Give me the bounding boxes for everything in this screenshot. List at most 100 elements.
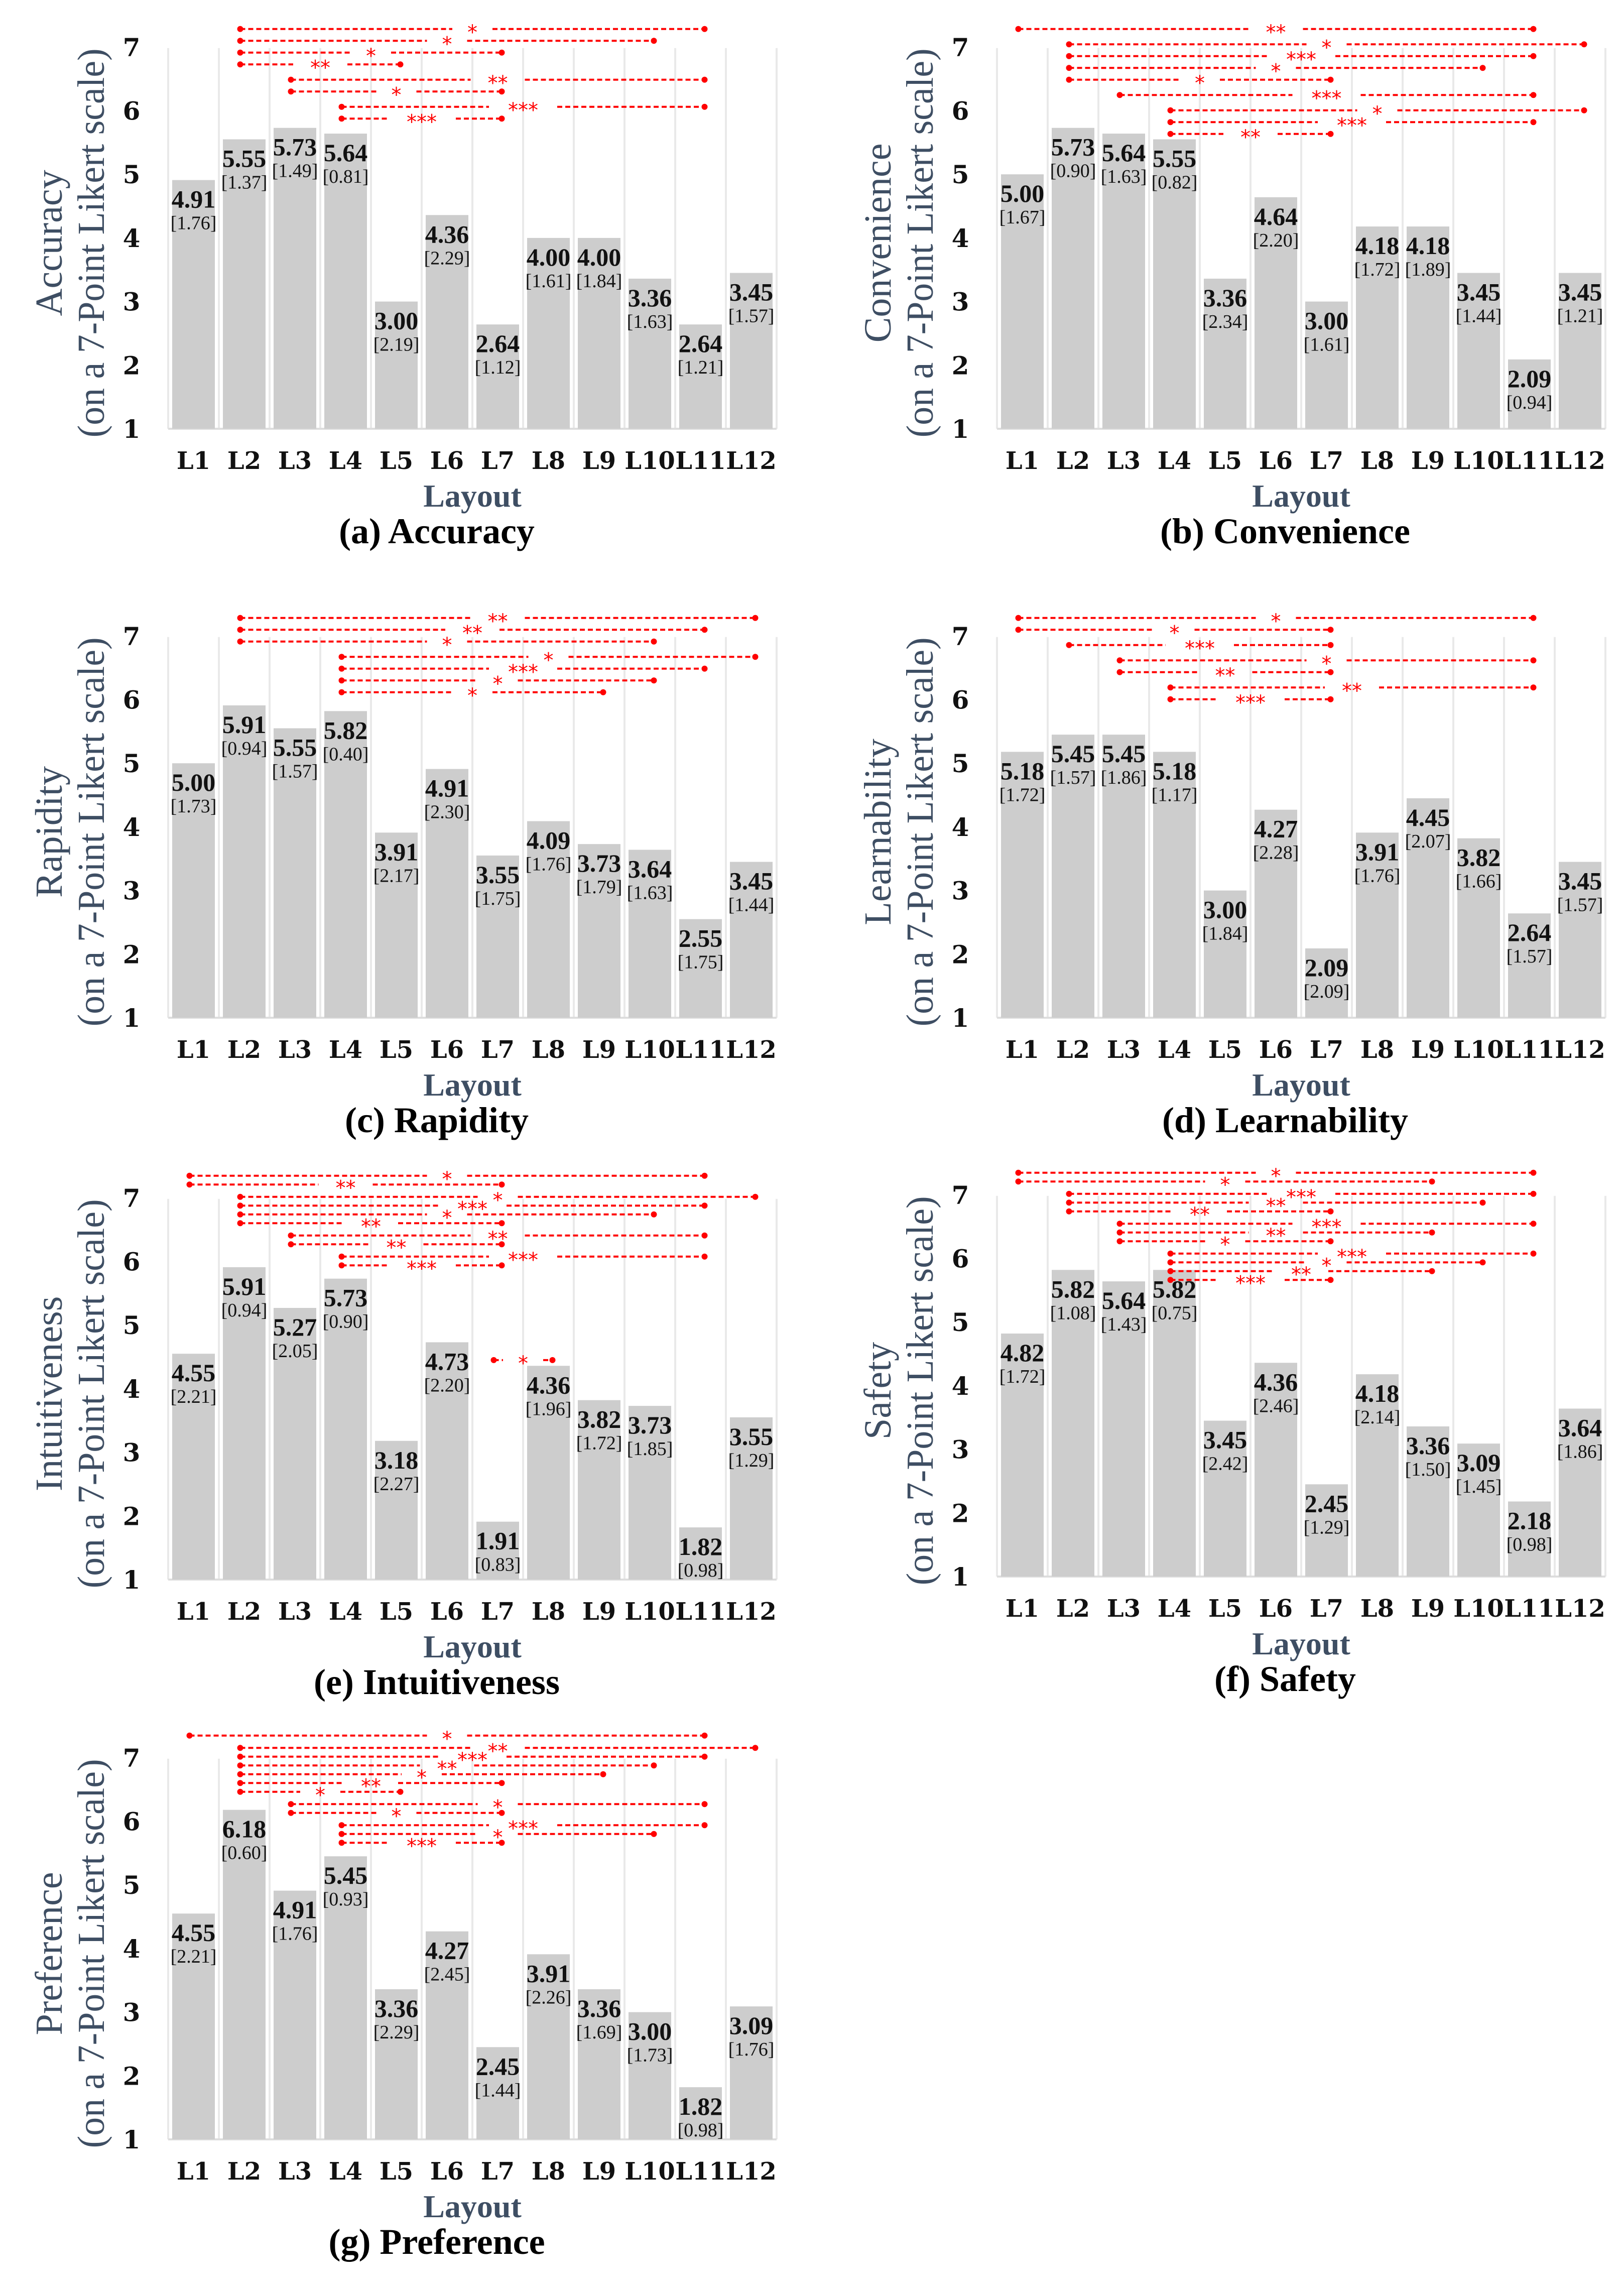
bar-L3 — [1102, 735, 1145, 1018]
bar-value-label: 3.00 — [1203, 896, 1247, 924]
bar-L7 — [1305, 948, 1348, 1018]
bar-L1 — [172, 1354, 215, 1580]
bar-value-label: 4.91 — [172, 185, 216, 213]
bar-L2 — [223, 1810, 266, 2139]
x-tick-label: L1 — [177, 1598, 210, 1626]
significance-endpoint — [1015, 1178, 1022, 1185]
bar-value-label: 5.82 — [324, 716, 368, 744]
bar-L4 — [324, 1856, 367, 2139]
bar-sd-label: [0.40] — [323, 744, 369, 765]
bar-value-label: 3.64 — [1558, 1414, 1602, 1442]
y-tick-label: 7 — [123, 1743, 141, 1773]
y-tick-label: 3 — [952, 287, 969, 317]
x-tick-label: L9 — [582, 1598, 616, 1626]
significance-endpoint — [1066, 41, 1072, 48]
significance-endpoint — [498, 1262, 505, 1269]
bar-value-label: 5.55 — [222, 145, 267, 173]
bar-value-label: 2.18 — [1508, 1506, 1552, 1534]
bar-value-label: 3.64 — [628, 855, 672, 883]
bar-L9 — [578, 1400, 620, 1580]
bar-L1 — [172, 763, 215, 1018]
bar-L7 — [476, 855, 519, 1018]
bar-sd-label: [2.21] — [171, 1946, 217, 1967]
bar-L2 — [1052, 735, 1094, 1018]
bar-L5 — [375, 1989, 418, 2139]
x-tick-label: L2 — [227, 1598, 261, 1626]
x-tick-label: L12 — [726, 2157, 777, 2186]
significance-stars: ** — [336, 1176, 356, 1199]
significance-endpoint — [338, 689, 345, 695]
significance-endpoint — [498, 115, 505, 122]
bar-sd-label: [1.66] — [1456, 871, 1502, 892]
panel-title: (g) Preference — [328, 2222, 545, 2262]
bar-sd-label: [2.21] — [171, 1386, 217, 1407]
bar-value-label: 5.64 — [324, 139, 368, 167]
bar-L10 — [629, 278, 671, 429]
bar-value-label: 4.00 — [527, 243, 571, 271]
significance-line: *** — [338, 661, 708, 684]
significance-endpoint — [701, 1253, 708, 1260]
significance-stars: * — [544, 649, 554, 672]
significance-stars: * — [493, 672, 503, 695]
x-axis-title: Layout — [423, 1629, 522, 1664]
x-tick-label: L3 — [1107, 447, 1141, 475]
bar-sd-label: [1.57] — [728, 306, 775, 327]
x-axis-title: Layout — [1252, 1067, 1350, 1103]
y-tick-label: 4 — [123, 223, 141, 253]
bar-value-label: 3.00 — [1305, 307, 1349, 335]
bar-L5 — [1204, 1420, 1246, 1577]
bar-sd-label: [1.57] — [272, 761, 318, 782]
x-axis-title: Layout — [423, 1067, 522, 1103]
bar-sd-label: [1.72] — [576, 1433, 622, 1454]
y-tick-label: 3 — [123, 876, 141, 906]
bar-L9 — [578, 844, 620, 1018]
significance-stars: ** — [1190, 1203, 1210, 1227]
x-tick-label: L5 — [380, 1598, 413, 1626]
bar-sd-label: [2.20] — [1253, 230, 1299, 251]
significance-endpoint — [701, 1801, 708, 1807]
significance-endpoint — [1530, 684, 1537, 691]
x-tick-label: L7 — [1310, 447, 1343, 475]
bar-value-label: 4.82 — [1001, 1339, 1045, 1367]
significance-stars: ** — [488, 610, 508, 633]
bar-value-label: 3.55 — [729, 1422, 774, 1451]
bar-L9 — [1407, 1426, 1449, 1577]
bar-L11 — [679, 2087, 722, 2139]
bar-sd-label: [1.84] — [576, 271, 622, 292]
x-tick-label: L1 — [1006, 1595, 1039, 1623]
bar-sd-label: [1.50] — [1405, 1459, 1451, 1480]
significance-stars: *** — [407, 1257, 437, 1280]
bar-value-label: 3.45 — [1558, 867, 1602, 895]
bar-L6 — [426, 215, 468, 429]
panel-title: (f) Safety — [1214, 1659, 1356, 1699]
significance-endpoint — [1167, 1250, 1174, 1257]
significance-line: ** — [288, 1236, 505, 1259]
bar-L11 — [679, 919, 722, 1018]
bar-L4 — [324, 1278, 367, 1580]
bar-sd-label: [2.34] — [1202, 311, 1248, 332]
bar-value-label: 4.27 — [1254, 815, 1298, 843]
x-axis-title: Layout — [423, 2189, 522, 2224]
significance-endpoint — [1530, 1250, 1537, 1257]
significance-line: * — [1066, 36, 1587, 59]
bar-L10 — [1457, 838, 1500, 1018]
x-tick-label: L10 — [1453, 1595, 1504, 1623]
bar-sd-label: [2.46] — [1253, 1395, 1299, 1416]
significance-stars: ** — [1240, 126, 1261, 149]
significance-stars: *** — [1337, 114, 1367, 137]
y-axis-title: Rapidity — [28, 766, 70, 898]
bar-value-label: 4.36 — [527, 1371, 571, 1399]
significance-endpoint — [701, 26, 708, 32]
significance-stars: * — [1195, 72, 1205, 95]
bar-value-label: 6.18 — [222, 1815, 267, 1843]
significance-endpoint — [1167, 119, 1174, 126]
bar-L7 — [476, 324, 519, 429]
x-tick-label: L3 — [278, 1598, 312, 1626]
panel-b-convenience: 1 2 3 4 5 6 7 5.00[1.67] L1 5.73[0.90] L2 5.64[1.63… — [857, 21, 1606, 551]
panel-a-accuracy: 1 2 3 4 5 6 7 4.91[1.76] L1 5.55[1.37] L2 5.73[1.49… — [28, 21, 778, 551]
bar-value-label: 4.73 — [425, 1347, 469, 1375]
bar-sd-label: [1.21] — [678, 357, 724, 378]
bar-L5 — [375, 301, 418, 429]
significance-endpoint — [1429, 1268, 1435, 1274]
significance-endpoint — [498, 1780, 505, 1786]
